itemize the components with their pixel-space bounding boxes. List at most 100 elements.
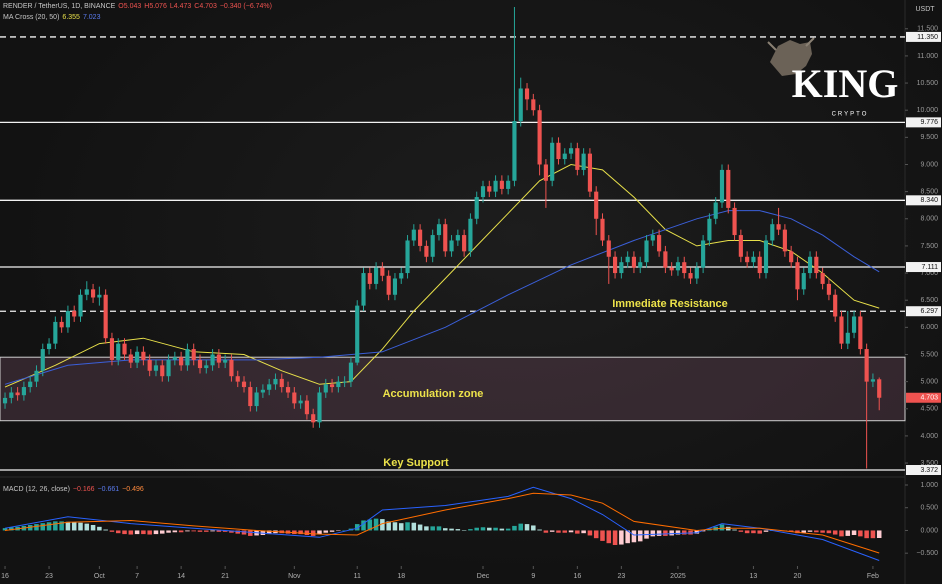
macd-histogram-bar (870, 530, 876, 539)
macd-y-tick-label: 0.500 (920, 505, 938, 512)
ma-line (4, 163, 880, 388)
candle-body (870, 379, 876, 382)
candle-body (197, 359, 203, 369)
candle-body (141, 351, 146, 360)
candle-body (487, 186, 492, 192)
candle-body (323, 384, 328, 393)
ma-line (4, 210, 880, 385)
candle-body (757, 256, 762, 274)
candle-body (826, 283, 831, 295)
macd-histogram-bar (556, 530, 561, 533)
candle-body (78, 294, 83, 317)
candle-body (631, 256, 637, 268)
x-tick-label: 16 (1, 573, 9, 580)
candle-body (329, 384, 335, 388)
level-label-box (906, 465, 941, 476)
y-tick-label: 7.500 (920, 243, 938, 250)
x-tick-label: Oct (94, 573, 105, 580)
candle-body (726, 169, 731, 208)
candle-body (776, 224, 781, 230)
macd-histogram-bar (329, 530, 335, 532)
macd-histogram-bar (681, 530, 687, 535)
macd-histogram-bar (90, 525, 96, 531)
candle-body (612, 256, 618, 274)
macd-histogram-bar (826, 530, 832, 534)
macd-value: −0.166 (72, 486, 95, 493)
candle-body (223, 359, 228, 363)
macd-histogram-bar (40, 523, 46, 531)
candle-body (216, 354, 221, 363)
x-tick-label: 9 (531, 573, 535, 580)
x-tick-label: 18 (397, 573, 405, 580)
macd-histogram-bar (197, 530, 203, 532)
candle-body (814, 256, 819, 274)
candle-body (204, 365, 209, 369)
candle-body (732, 207, 737, 236)
macd-histogram-bar (159, 530, 165, 534)
macd-histogram-bar (172, 530, 178, 533)
y-tick-label: 11.500 (917, 26, 938, 33)
legend-ma: MA Cross (20, 50) 6.355 7.023 (3, 14, 103, 21)
candle-body (411, 229, 416, 241)
macd-label: MACD (12, 26, close) (3, 486, 70, 493)
x-tick-label: 11 (354, 573, 361, 580)
level-label: 11.350 (917, 34, 938, 41)
macd-histogram-bar (531, 525, 536, 531)
macd-histogram-bar (663, 530, 668, 536)
candle-body (682, 262, 687, 274)
ohlc: −0.340 (−6.74%) (219, 3, 272, 10)
macd-histogram-bar (336, 530, 341, 531)
candle-body (581, 153, 586, 170)
candle-body (701, 240, 706, 268)
y-tick-label: 7.000 (920, 270, 938, 277)
macd-histogram-bar (719, 524, 725, 531)
candle-body (845, 332, 850, 344)
annotation: Accumulation zone (383, 388, 484, 400)
candle-body (292, 392, 297, 404)
candle-body (361, 273, 366, 306)
candle-body (568, 148, 574, 154)
macd-histogram-bar (487, 527, 492, 531)
macd-histogram-bar (216, 530, 222, 532)
candle-body (851, 316, 857, 333)
macd-histogram-bar (392, 522, 398, 531)
candle-body (248, 387, 253, 407)
candle-body (21, 387, 26, 396)
candle-body (468, 218, 473, 252)
level-label: 6.297 (920, 308, 938, 315)
macd-histogram-bar (443, 528, 448, 531)
unit-label: USDT (915, 6, 935, 13)
macd-histogram-bar (235, 530, 240, 534)
candle-body (103, 294, 108, 339)
candle-body (15, 392, 20, 396)
macd-histogram-bar (625, 530, 630, 544)
macd-histogram-bar (78, 522, 83, 531)
x-tick-label: 21 (221, 573, 229, 580)
candle-body (858, 316, 863, 350)
ohlc: O5.043 (118, 3, 142, 10)
macd-value: −0.496 (122, 486, 144, 493)
candle-body (374, 267, 379, 284)
candle-body (160, 365, 165, 377)
y-tick-label: 5.500 (920, 351, 938, 358)
macd-histogram-bar (637, 530, 643, 542)
candle-body (135, 351, 140, 363)
y-tick-label: 8.000 (920, 216, 938, 223)
logo-title: KING (792, 61, 899, 106)
candle-body (392, 278, 398, 295)
candle-body (254, 392, 259, 407)
candle-body (241, 381, 247, 388)
macd-histogram-bar (361, 520, 366, 531)
candle-body (342, 381, 347, 383)
macd-histogram-bar (839, 530, 844, 537)
macd-histogram-bar (405, 522, 410, 531)
candle-body (436, 224, 442, 236)
candle-body (298, 400, 303, 404)
candle-body (59, 321, 64, 328)
ma-value: 6.355 (62, 14, 80, 21)
macd-histogram-bar (27, 525, 33, 531)
candle-body (109, 338, 115, 360)
logo-icon (767, 37, 815, 76)
candle-body (304, 400, 309, 415)
